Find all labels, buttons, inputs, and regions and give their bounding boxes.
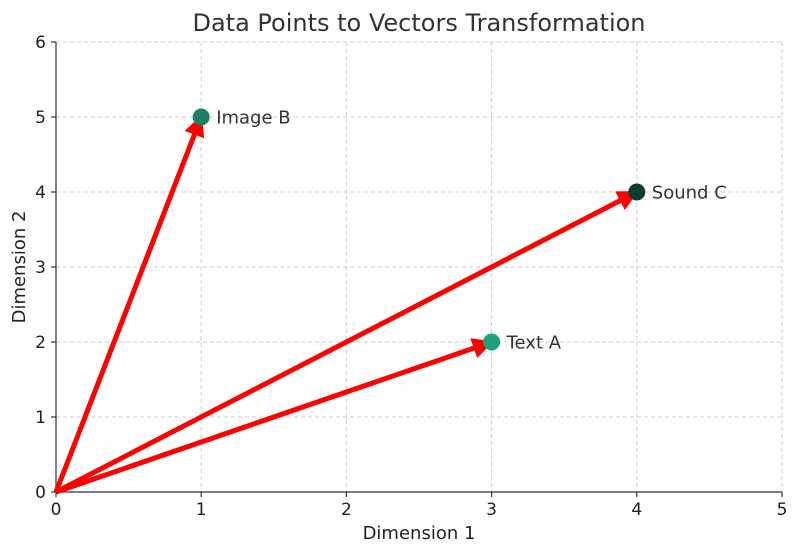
chart-title: Data Points to Vectors Transformation [192,9,645,37]
x-tick-label: 3 [486,500,497,520]
grid [56,41,783,492]
data-point-text-a [483,333,501,351]
y-tick-label: 4 [35,183,46,203]
y-tick-label: 6 [35,33,46,53]
y-tick-label: 0 [35,483,46,503]
x-tick-label: 1 [196,500,207,520]
vector-arrow-text-a [55,338,494,495]
point-label-sound-c: Sound C [652,183,727,204]
data-point-sound-c [628,183,646,201]
y-tick-label: 3 [35,258,46,278]
vector-arrow-image-b [53,115,205,493]
x-tick-label: 5 [777,500,788,520]
x-tick-label: 0 [51,500,62,520]
y-axis-label: Dimension 2 [9,211,30,324]
data-point-image-b [192,108,210,126]
ticks: 0 1 2 3 4 5 0 1 2 3 4 5 6 [35,33,787,520]
point-label-image-b: Image B [216,108,290,129]
x-axis-label: Dimension 1 [363,523,476,544]
points: Text A Image B Sound C [192,108,727,354]
y-tick-label: 5 [35,108,46,128]
vector-arrow-sound-c [54,189,639,495]
point-label-text-a: Text A [506,333,562,354]
y-tick-label: 2 [35,333,46,353]
y-tick-label: 1 [35,408,46,428]
vectors [53,115,639,495]
x-tick-label: 2 [341,500,352,520]
x-tick-label: 4 [631,500,642,520]
